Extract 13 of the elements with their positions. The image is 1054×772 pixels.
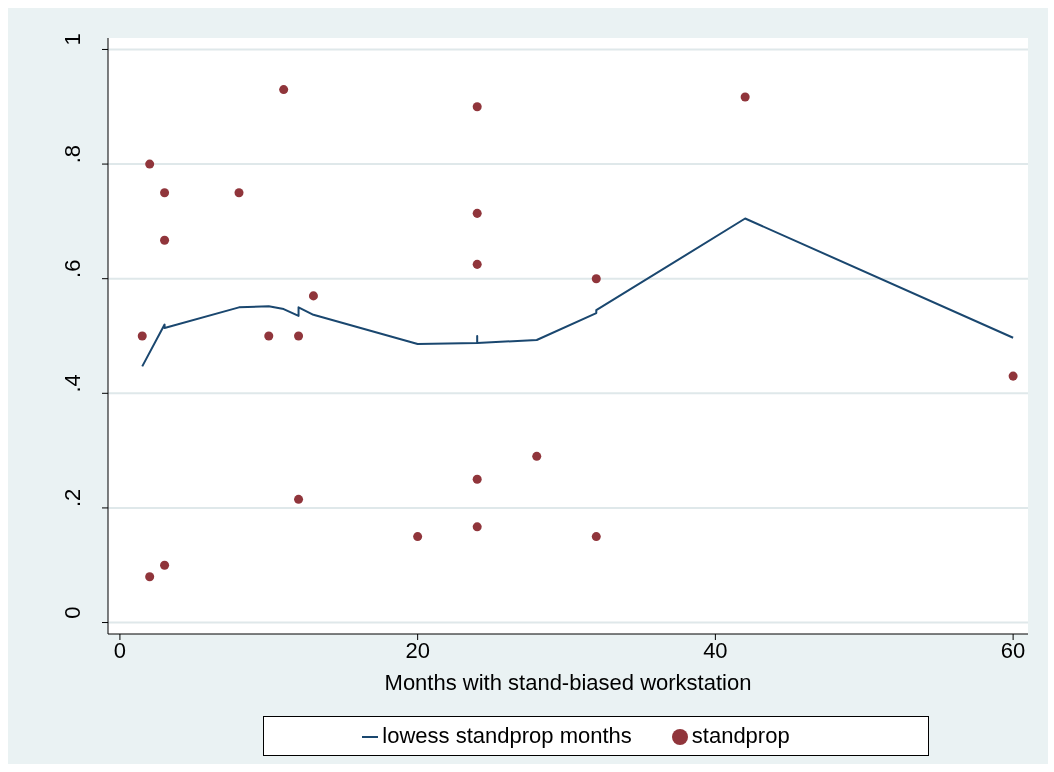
- y-tick-label: .2: [60, 488, 85, 508]
- x-tick-label: 0: [113, 637, 127, 663]
- y-tick-label: .6: [60, 259, 85, 278]
- y-tick-label: .8: [60, 144, 85, 164]
- x-axis-title: Months with stand-biased workstation: [384, 670, 752, 695]
- y-tick-label: 0: [60, 606, 85, 619]
- y-tick-label: 1: [60, 33, 85, 46]
- x-tick-label: 20: [405, 637, 430, 663]
- x-tick-label: 40: [703, 637, 728, 663]
- x-tick-label: 60: [1000, 637, 1026, 663]
- legend-label: standprop: [691, 723, 790, 748]
- y-tick-label: .4: [60, 374, 85, 393]
- legend-label: lowess standprop months: [382, 723, 632, 748]
